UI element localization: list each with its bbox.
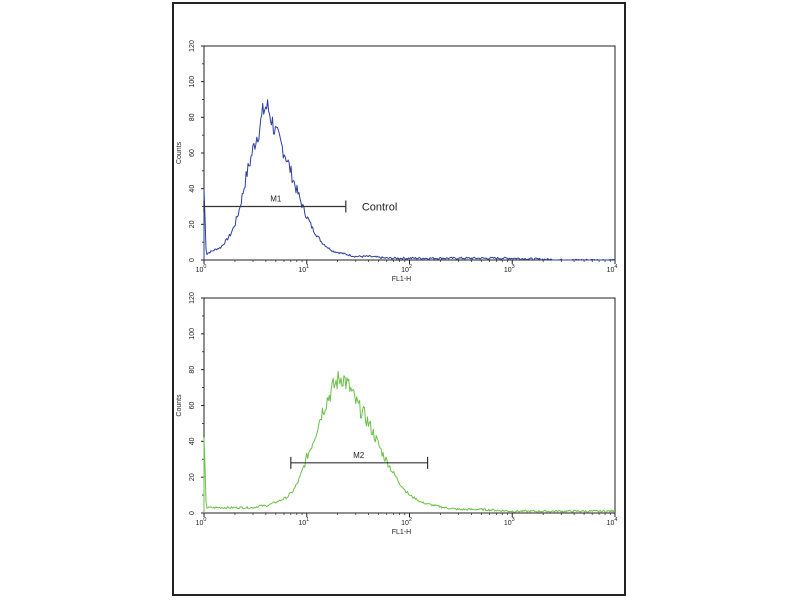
histogram-panel-2: 0 20 40 60 80 100 120 100 101 102 103 104 FL1-H Count… xyxy=(176,292,617,536)
y-tick-label: 80 xyxy=(189,113,196,121)
y-tick-label: 100 xyxy=(189,76,196,88)
y-tick-label: 120 xyxy=(189,292,196,304)
y-tick-label: 60 xyxy=(189,402,196,410)
x-tick-label: 102 xyxy=(401,517,412,527)
x-axis-title: FL1-H xyxy=(392,276,411,283)
y-tick-label: 40 xyxy=(189,437,196,445)
y-tick-label: 60 xyxy=(189,149,196,157)
histogram-line xyxy=(203,99,616,261)
y-tick-label: 40 xyxy=(189,185,196,193)
x-tick-label: 102 xyxy=(401,264,412,274)
y-tick-label: 120 xyxy=(189,40,196,52)
x-tick-label: 101 xyxy=(298,517,309,527)
y-tick-label: 0 xyxy=(189,511,196,515)
x-tick-label: 103 xyxy=(504,264,515,274)
x-tick-label: 103 xyxy=(504,517,515,527)
marker-label: M2 xyxy=(353,451,365,460)
x-tick-label: 104 xyxy=(607,517,618,527)
y-axis-title: Counts xyxy=(176,394,183,417)
y-tick-label: 20 xyxy=(189,473,196,481)
y-tick-label: 20 xyxy=(189,220,196,228)
x-axis-title: FL1-H xyxy=(392,529,411,536)
plot-area-frame xyxy=(203,45,616,261)
annotation-label: Control xyxy=(362,202,397,214)
y-axis-title: Counts xyxy=(176,141,183,164)
x-tick-label: 101 xyxy=(298,264,309,274)
plot-area-frame xyxy=(203,297,616,514)
marker-label: M1 xyxy=(270,195,282,204)
histogram-panel-1: 0 20 40 60 80 100 120 100 101 102 103 104 FL1-H Count… xyxy=(176,40,617,283)
y-tick-label: 80 xyxy=(189,366,196,374)
figure-frame xyxy=(172,2,626,596)
x-tick-label: 100 xyxy=(196,517,207,527)
histogram-line xyxy=(203,370,616,513)
x-tick-label: 104 xyxy=(607,264,618,274)
x-tick-label: 100 xyxy=(196,264,207,274)
y-tick-label: 0 xyxy=(189,258,196,262)
y-tick-label: 100 xyxy=(189,328,196,340)
